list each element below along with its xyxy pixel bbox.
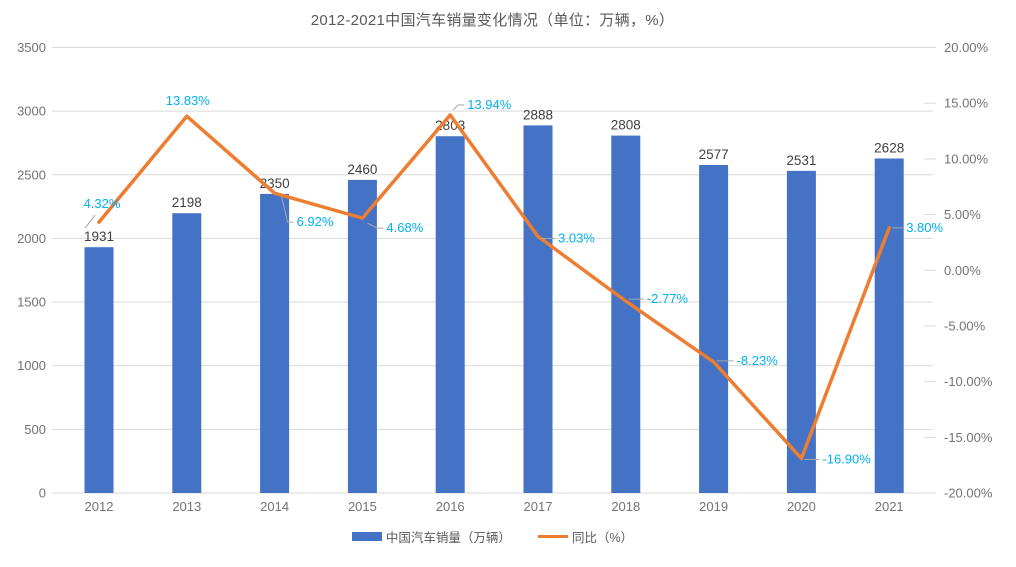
left-axis-tick-label: 2500 xyxy=(17,167,46,182)
left-axis-tick-label: 0 xyxy=(39,486,46,501)
legend-item-yoy[interactable]: 同比（%） xyxy=(537,527,634,546)
bar-value-label: 2808 xyxy=(611,118,641,133)
right-axis-tick-label: 0.00% xyxy=(944,263,981,278)
bar-2021[interactable] xyxy=(874,158,904,493)
yoy-label-leader xyxy=(367,222,384,229)
yoy-value-label: -2.77% xyxy=(647,291,689,306)
bar-2016[interactable] xyxy=(435,136,465,493)
right-axis-tick-label: -15.00% xyxy=(944,430,993,445)
left-axis-tick-label: 3500 xyxy=(17,40,46,55)
yoy-label-leader xyxy=(84,214,96,229)
legend: 中国汽车销量（万辆） 同比（%） xyxy=(0,527,985,546)
yoy-label-leader xyxy=(452,104,465,111)
bar-value-label: 2531 xyxy=(786,153,816,168)
yoy-value-label: -16.90% xyxy=(822,451,871,466)
bar-2017[interactable] xyxy=(523,125,553,493)
left-axis-tick-label: 1500 xyxy=(17,295,46,310)
bar-2018[interactable] xyxy=(611,135,641,493)
yoy-label-leader xyxy=(281,197,294,223)
bar-value-label: 1931 xyxy=(84,229,114,244)
bar-2015[interactable] xyxy=(347,179,377,493)
right-axis-tick-label: 10.00% xyxy=(944,151,989,166)
bar-2013[interactable] xyxy=(172,213,202,493)
x-axis-label: 2016 xyxy=(436,499,465,514)
right-axis-tick-label: -20.00% xyxy=(944,486,993,501)
x-axis-label: 2017 xyxy=(524,499,553,514)
yoy-value-label: 3.03% xyxy=(558,231,595,246)
legend-bar-swatch-icon xyxy=(351,532,382,541)
x-axis-label: 2014 xyxy=(260,499,289,514)
bar-2014[interactable] xyxy=(260,193,290,493)
left-axis-tick-label: 500 xyxy=(24,422,46,437)
x-axis-label: 2018 xyxy=(611,499,640,514)
yoy-value-label: 4.68% xyxy=(386,220,423,235)
chart-title: 2012-2021中国汽车销量变化情况（单位：万辆，%） xyxy=(310,12,675,29)
bar-value-label: 2577 xyxy=(699,147,729,162)
bar-2019[interactable] xyxy=(699,164,729,493)
yoy-value-label: -8.23% xyxy=(737,353,779,368)
yoy-value-label: 4.32% xyxy=(84,196,121,211)
right-axis-tick-label: 20.00% xyxy=(944,40,989,55)
x-axis-label: 2015 xyxy=(348,499,377,514)
bar-value-label: 2888 xyxy=(523,107,553,122)
yoy-value-label: 13.94% xyxy=(467,97,512,112)
bar-value-label: 2460 xyxy=(347,162,377,177)
x-axis-label: 2012 xyxy=(85,499,114,514)
legend-label-yoy: 同比（%） xyxy=(571,531,634,545)
legend-item-sales[interactable]: 中国汽车销量（万辆） xyxy=(351,527,511,546)
legend-line-swatch-icon xyxy=(537,534,568,539)
right-axis-tick-label: 5.00% xyxy=(944,207,981,222)
left-axis-tick-label: 3000 xyxy=(17,104,46,119)
yoy-value-label: 13.83% xyxy=(166,93,211,108)
yoy-value-label: 3.80% xyxy=(906,220,943,235)
bar-value-label: 2198 xyxy=(172,195,202,210)
right-axis-tick-label: -5.00% xyxy=(944,318,986,333)
right-axis-tick-label: 15.00% xyxy=(944,96,989,111)
bar-2012[interactable] xyxy=(84,247,114,493)
x-axis-label: 2013 xyxy=(172,499,201,514)
bar-2020[interactable] xyxy=(786,170,816,494)
left-axis-tick-label: 1000 xyxy=(17,358,46,373)
yoy-line[interactable] xyxy=(97,113,891,461)
left-axis-tick-label: 2000 xyxy=(17,231,46,246)
bar-value-label: 2628 xyxy=(874,140,904,155)
legend-label-sales: 中国汽车销量（万辆） xyxy=(385,531,511,545)
right-axis-tick-label: -10.00% xyxy=(944,374,993,389)
x-axis-label: 2021 xyxy=(875,499,904,514)
x-axis-label: 2020 xyxy=(787,499,816,514)
x-axis-label: 2019 xyxy=(699,499,728,514)
yoy-value-label: 6.92% xyxy=(297,214,334,229)
